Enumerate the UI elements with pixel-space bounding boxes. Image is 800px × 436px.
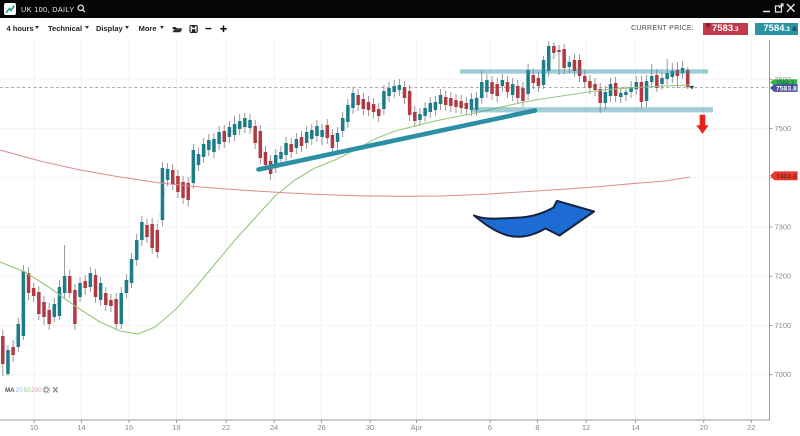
svg-text:7500: 7500 — [775, 124, 792, 133]
svg-text:22: 22 — [747, 423, 755, 432]
svg-text:200: 200 — [31, 387, 42, 394]
svg-text:Apr: Apr — [411, 423, 423, 432]
svg-text:6: 6 — [488, 423, 492, 432]
svg-text:7300: 7300 — [775, 223, 792, 232]
svg-text:7584.3: 7584.3 — [776, 80, 795, 86]
svg-text:7000: 7000 — [775, 370, 792, 379]
svg-text:22: 22 — [222, 423, 230, 432]
svg-text:20: 20 — [16, 387, 23, 394]
svg-text:7100: 7100 — [775, 321, 792, 330]
svg-text:18: 18 — [172, 423, 180, 432]
svg-text:30: 30 — [366, 423, 374, 432]
svg-text:7404.6: 7404.6 — [776, 174, 797, 181]
svg-text:16: 16 — [125, 423, 133, 432]
svg-text:26: 26 — [317, 423, 325, 432]
svg-text:MA: MA — [5, 387, 15, 394]
svg-text:14: 14 — [631, 423, 639, 432]
svg-text:12: 12 — [582, 423, 590, 432]
svg-text:24: 24 — [270, 423, 278, 432]
svg-text:20: 20 — [700, 423, 708, 432]
svg-text:50: 50 — [24, 387, 31, 394]
svg-text:10: 10 — [30, 423, 38, 432]
svg-text:14: 14 — [77, 423, 85, 432]
svg-text:8: 8 — [535, 423, 539, 432]
svg-text:7200: 7200 — [775, 272, 792, 281]
svg-text:7583.8: 7583.8 — [776, 86, 797, 93]
